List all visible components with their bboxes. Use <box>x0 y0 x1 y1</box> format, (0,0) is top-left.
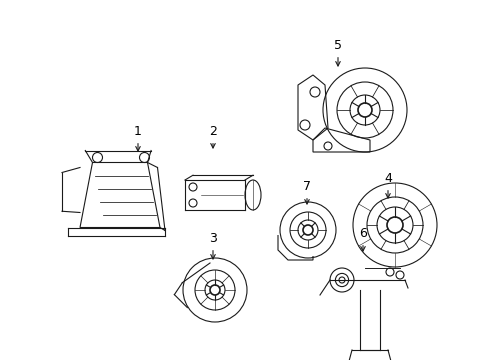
Text: 5: 5 <box>333 39 341 66</box>
Text: 1: 1 <box>134 125 142 151</box>
Text: 4: 4 <box>383 172 391 198</box>
Text: 7: 7 <box>303 180 310 204</box>
Text: 2: 2 <box>209 125 217 148</box>
Text: 3: 3 <box>209 232 217 259</box>
Text: 6: 6 <box>358 227 366 251</box>
